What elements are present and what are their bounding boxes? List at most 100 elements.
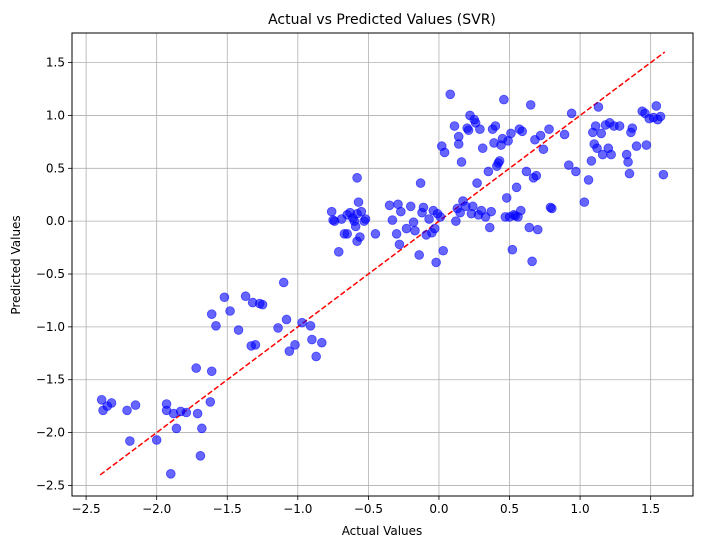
scatter-point — [122, 405, 132, 416]
x-axis-label: Actual Values — [342, 524, 423, 538]
scatter-point — [195, 451, 206, 461]
scatter-point — [438, 245, 448, 256]
scatter-point — [356, 206, 367, 217]
scatter-point — [240, 291, 251, 302]
scatter-point — [455, 207, 465, 218]
scatter-point — [517, 126, 528, 137]
y-tick-label: −2.0 — [36, 426, 65, 440]
scatter-point — [130, 400, 141, 410]
reference-line — [99, 51, 666, 476]
scatter-point — [401, 223, 412, 234]
x-tick-label: 0.0 — [429, 502, 448, 516]
scatter-point — [490, 121, 501, 131]
scatter-point — [535, 130, 546, 141]
scatter-point — [532, 224, 543, 235]
scatter-point — [384, 200, 395, 211]
scatter-point — [527, 256, 537, 267]
scatter-point — [475, 124, 485, 134]
scatter-point — [538, 144, 549, 155]
scatter-point — [563, 160, 574, 170]
y-tick-label: −2.5 — [36, 478, 65, 492]
scatter-point — [96, 395, 107, 405]
x-tick-label: −2.5 — [72, 502, 101, 516]
scatter-point — [531, 170, 542, 181]
scatter-point — [477, 143, 488, 154]
x-tick-label: −0.5 — [354, 502, 383, 516]
scatter-point — [516, 205, 526, 216]
scatter-point — [463, 125, 474, 136]
scatter-point — [305, 321, 316, 331]
scatter-point — [449, 121, 460, 131]
scatter-point — [311, 351, 321, 362]
scatter-point — [197, 423, 207, 434]
y-tick-label: −1.0 — [36, 320, 65, 334]
scatter-point — [494, 156, 505, 166]
scatter-point — [596, 128, 607, 139]
scatter-point — [387, 215, 398, 225]
scatter-point — [521, 166, 532, 177]
x-tick-label: −2.0 — [142, 502, 171, 516]
scatter-point — [439, 147, 450, 158]
chart-title: Actual vs Predicted Values (SVR) — [268, 12, 496, 28]
scatter-point — [290, 340, 300, 350]
y-tick-label: −1.5 — [36, 373, 65, 387]
scatter-point — [431, 257, 441, 268]
scatter-point — [333, 247, 344, 257]
scatter-point — [106, 398, 117, 408]
scatter-point — [623, 157, 633, 167]
scatter-point — [415, 178, 426, 188]
y-tick-label: −0.5 — [36, 267, 65, 281]
y-axis-label: Predicted Values — [9, 215, 23, 314]
scatter-point — [278, 277, 289, 288]
scatter-point — [456, 157, 467, 167]
scatter-point — [171, 423, 182, 434]
scatter-point — [350, 221, 361, 232]
scatter-point — [484, 222, 495, 233]
scatter-point — [233, 325, 244, 335]
scatter-point — [414, 250, 424, 260]
scatter-point — [511, 182, 522, 193]
data-points — [96, 89, 669, 479]
scatter-point — [445, 89, 456, 100]
scatter-point — [571, 166, 581, 177]
scatter-point — [501, 193, 512, 203]
scatter-point — [317, 337, 327, 348]
x-tick-label: −1.0 — [283, 502, 312, 516]
scatter-point — [641, 140, 652, 150]
scatter-point — [418, 202, 429, 213]
scatter-point — [586, 156, 597, 166]
scatter-point — [658, 169, 669, 180]
scatter-point — [192, 408, 203, 419]
scatter-point — [360, 214, 371, 224]
scatter-point — [342, 229, 353, 239]
scatter-point — [181, 407, 192, 418]
scatter-point — [165, 469, 176, 479]
scatter-point — [624, 168, 635, 179]
y-tick-label: 1.5 — [46, 56, 65, 70]
scatter-point — [507, 244, 518, 255]
scatter-point — [297, 317, 307, 328]
x-tick-label: −1.5 — [213, 502, 242, 516]
scatter-point — [396, 206, 406, 217]
x-tick-label: 0.5 — [500, 502, 519, 516]
scatter-point — [250, 340, 261, 350]
scatter-point — [273, 323, 283, 333]
scatter-point — [655, 111, 666, 122]
scatter-point — [284, 346, 295, 356]
scatter-point — [631, 141, 642, 151]
scatter-point — [355, 232, 365, 242]
scatter-point — [151, 435, 162, 445]
scatter-point — [593, 102, 604, 112]
scatter-point — [451, 216, 461, 226]
scatter-point — [370, 229, 381, 239]
scatter-point — [191, 363, 202, 373]
scatter-point — [429, 223, 440, 234]
scatter-point — [391, 229, 402, 239]
scatter-point — [257, 299, 268, 310]
scatter-point — [394, 239, 405, 250]
x-tick-label: 1.5 — [641, 502, 660, 516]
scatter-point — [579, 197, 590, 207]
scatter-point — [206, 309, 217, 319]
scatter-point — [472, 178, 482, 188]
